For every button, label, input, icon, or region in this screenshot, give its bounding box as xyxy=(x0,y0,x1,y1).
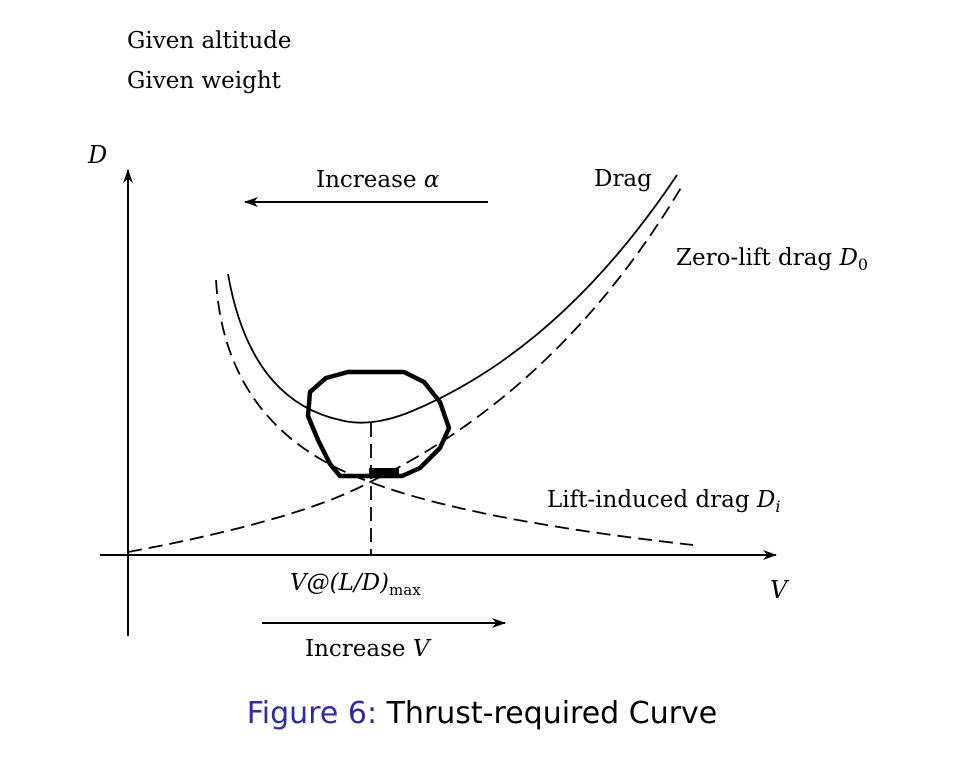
figure-number[interactable]: Figure 6: xyxy=(246,696,378,731)
lift-induced-drag-curve xyxy=(215,279,694,546)
given-weight-label: Given weight xyxy=(127,68,281,94)
figure-caption: Figure 6: Thrust-required Curve xyxy=(0,696,964,731)
increase-alpha-label: Increase α xyxy=(316,167,440,193)
lift-induced-drag-label: Lift-induced drag Di xyxy=(547,487,780,516)
zero-lift-drag-curve xyxy=(127,185,683,553)
total-drag-curve xyxy=(227,174,678,424)
v-ld-max-label: V@(L/D)max xyxy=(290,570,421,599)
x-axis-label: V xyxy=(770,576,790,604)
zero-lift-drag-label: Zero-lift drag D0 xyxy=(676,245,868,274)
drag-diagram: D V Increase α Drag Zero-lift drag D0 Li… xyxy=(87,141,868,662)
figure-title: Thrust-required Curve xyxy=(386,696,718,731)
y-axis-label: D xyxy=(87,141,107,169)
increase-v-label: Increase V xyxy=(305,636,432,662)
given-altitude-label: Given altitude xyxy=(127,28,292,54)
drag-label: Drag xyxy=(594,166,652,192)
highlight-mark xyxy=(369,468,399,475)
minimum-highlight-loop xyxy=(305,369,452,479)
